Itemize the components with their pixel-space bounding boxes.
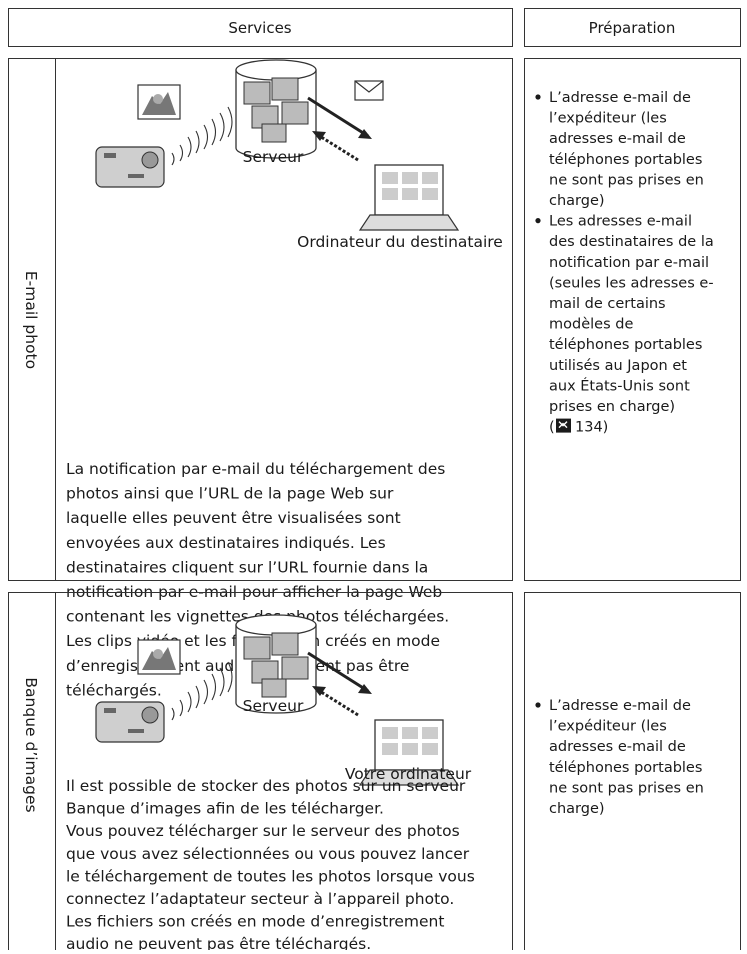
book-icon-detail: [558, 421, 568, 429]
preparation-line: ne sont pas prises en: [549, 172, 704, 188]
bullet: [535, 702, 541, 708]
description-line: Les fichiers son créés en mode d’enregis…: [66, 913, 444, 931]
preparation-line: Les adresses e-mail: [549, 214, 692, 230]
description-line: La notification par e-mail du télécharge…: [66, 460, 445, 478]
row-box: [8, 592, 513, 950]
preparation-line: L’adresse e-mail de: [549, 698, 691, 714]
computer-label: Ordinateur du destinataire: [297, 233, 503, 251]
preparation-line: des destinataires de la: [549, 234, 714, 250]
header-services: Services: [228, 19, 291, 37]
preparation-line: ne sont pas prises en: [549, 780, 704, 796]
description-line: le téléchargement de toutes les photos l…: [66, 867, 475, 885]
row-label: E-mail photo: [22, 271, 40, 369]
ref-page: 134): [575, 420, 608, 436]
preparation-line: téléphones portables: [549, 760, 702, 776]
row-box: [8, 58, 513, 581]
preparation-line: utilisés au Japon et: [549, 358, 687, 374]
description-line: Vous pouvez télécharger sur le serveur d…: [66, 822, 460, 840]
preparation-line: modèles de: [549, 317, 633, 333]
description-line: photos ainsi que l’URL de la page Web su…: [66, 485, 394, 503]
server-label: Serveur: [243, 148, 304, 166]
description-line: que vous avez sélectionnées ou vous pouv…: [66, 845, 470, 863]
preparation-line: téléphones portables: [549, 337, 702, 353]
bullet: [535, 94, 541, 100]
preparation-line: charge): [549, 193, 605, 209]
header-box: [524, 8, 741, 47]
description-line: envoyées aux destinataires indiqués. Les: [66, 534, 386, 552]
preparation-line: mail de certains: [549, 296, 666, 312]
header-box: [8, 8, 513, 47]
ref-open: (: [549, 420, 555, 436]
preparation-line: notification par e-mail: [549, 255, 709, 271]
description-line: laquelle elles peuvent être visualisées …: [66, 509, 401, 527]
preparation-line: adresses e-mail de: [549, 739, 686, 755]
preparation-line: adresses e-mail de: [549, 131, 686, 147]
illustration: [94, 58, 460, 232]
header-preparation: Préparation: [589, 19, 676, 37]
preparation-line: (seules les adresses e-: [549, 275, 714, 291]
preparation-line: prises en charge): [549, 399, 675, 415]
preparation-line: aux États-Unis sont: [549, 377, 690, 394]
preparation-line: téléphones portables: [549, 152, 702, 168]
description-line: destinataires cliquent sur l’URL fournie…: [66, 558, 428, 576]
row-box: [524, 592, 741, 950]
envelope: [354, 80, 384, 101]
preparation-line: l’expéditeur (les: [549, 111, 667, 127]
bullet: [535, 218, 541, 224]
description-line: audio ne peuvent pas être téléchargés.: [66, 935, 371, 950]
row-box: [524, 58, 741, 581]
description-line: connectez l’adaptateur secteur à l’appar…: [66, 890, 454, 908]
description-line: Banque d’images afin de les télécharger.: [66, 800, 384, 818]
row-label: Banque d’images: [22, 677, 40, 812]
computer-label: Votre ordinateur: [345, 765, 472, 783]
server-label: Serveur: [243, 697, 304, 715]
description-line: Il est possible de stocker des photos su…: [66, 777, 466, 795]
preparation-line: charge): [549, 801, 605, 817]
preparation-line: l’expéditeur (les: [549, 719, 667, 735]
preparation-line: L’adresse e-mail de: [549, 90, 691, 106]
description-line: téléchargés.: [66, 681, 162, 699]
